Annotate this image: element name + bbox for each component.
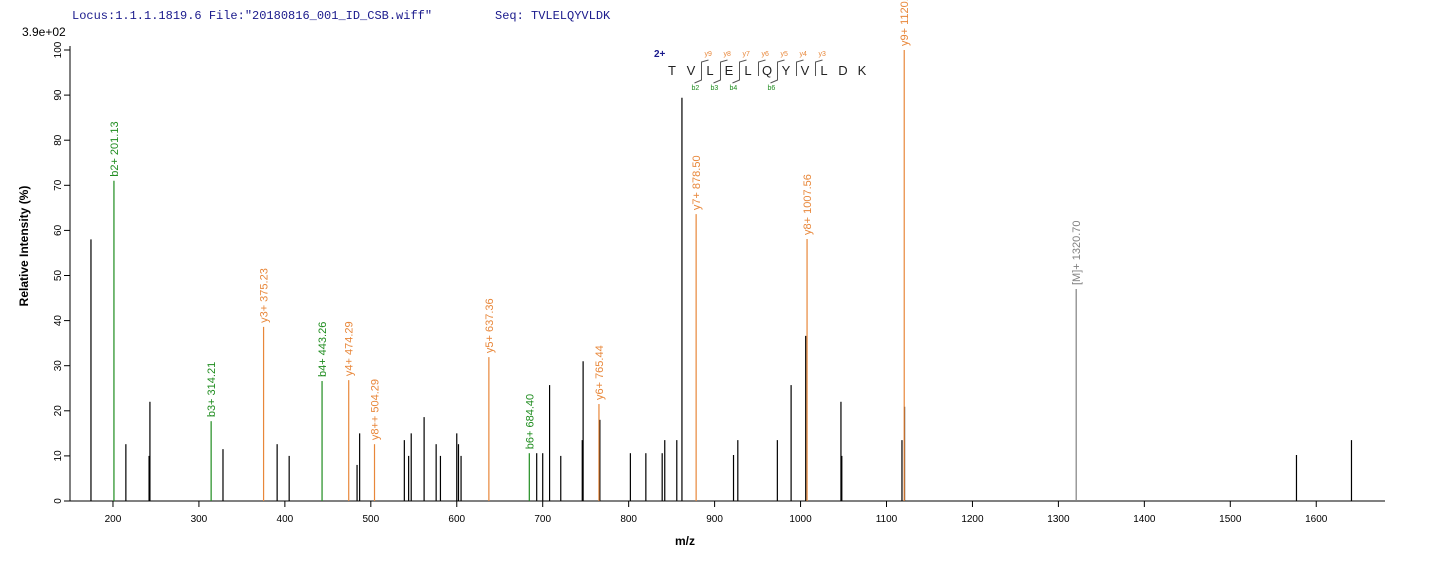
y-tick-label: 20	[53, 405, 64, 417]
y-tick-label: 90	[53, 89, 64, 101]
residue: V	[801, 63, 810, 78]
peak-label: b4+ 443.26	[317, 322, 329, 377]
y-tick-label: 30	[53, 360, 64, 372]
x-tick-label: 1600	[1305, 514, 1328, 525]
x-tick-label: 500	[362, 514, 379, 525]
peak-label: [M]+ 1320.70	[1071, 220, 1083, 285]
residue: L	[706, 63, 713, 78]
b-ion: b2	[692, 85, 700, 92]
peak-label: y4+ 474.29	[344, 321, 356, 376]
peak-label: b3+ 314.21	[206, 362, 218, 417]
x-tick-label: 900	[706, 514, 723, 525]
y-tick-label: 100	[53, 41, 64, 58]
y-ion: y3	[819, 51, 827, 58]
x-tick-label: 300	[191, 514, 208, 525]
peak-label: y8++ 504.29	[370, 379, 382, 440]
y-tick-label: 70	[53, 179, 64, 191]
x-tick-label: 1500	[1219, 514, 1242, 525]
b-ion: b6	[768, 85, 776, 92]
y-tick-label: 80	[53, 134, 64, 146]
peak-label: b2+ 201.13	[109, 121, 121, 176]
b-ion: b3	[711, 85, 719, 92]
header-seq: Seq: TVLELQYVLDK	[495, 9, 611, 23]
x-tick-label: 1100	[876, 514, 898, 525]
residue: D	[838, 63, 847, 78]
y-tick-label: 10	[53, 450, 64, 462]
x-tick-label: 600	[448, 514, 465, 525]
x-tick-label: 1200	[961, 514, 984, 525]
x-tick-label: 1300	[1047, 514, 1070, 525]
y-tick-label: 40	[53, 315, 64, 327]
y-axis-label: Relative Intensity (%)	[17, 186, 31, 307]
peak-label: y5+ 637.36	[484, 298, 496, 353]
y-tick-label: 60	[53, 224, 64, 236]
residue: Y	[782, 63, 791, 78]
y-ion-bracket	[758, 59, 766, 76]
y-ion: y6	[762, 51, 770, 58]
residue: E	[725, 63, 734, 78]
peak-label: y8+ 1007.56	[802, 174, 814, 235]
peak-label: y3+ 375.23	[259, 268, 271, 323]
y-ion: y7	[743, 51, 751, 58]
residue: V	[687, 63, 696, 78]
x-axis-label: m/z	[675, 534, 695, 548]
y-ion: y9	[705, 51, 713, 58]
y-max-label: 3.9e+02	[22, 25, 66, 39]
residue: Q	[762, 63, 772, 78]
x-tick-label: 1400	[1133, 514, 1156, 525]
x-tick-label: 700	[534, 514, 551, 525]
y-ion-bracket	[815, 59, 823, 76]
header-locus: Locus:1.1.1.1819.6 File:"20180816_001_ID…	[72, 9, 432, 23]
residue: L	[820, 63, 827, 78]
x-tick-label: 200	[105, 514, 122, 525]
b-ion-bracket	[732, 66, 740, 84]
y-ion-bracket	[796, 59, 804, 76]
x-tick-label: 400	[277, 514, 294, 525]
y-tick-label: 50	[53, 270, 64, 282]
peak-label: b6+ 684.40	[524, 394, 536, 449]
y-ion: y5	[781, 51, 789, 58]
y-ion: y8	[724, 51, 732, 58]
residue: K	[858, 63, 867, 78]
b-ion-bracket	[713, 66, 721, 84]
peak-label: y9+ 1120.62	[899, 0, 911, 46]
charge: 2+	[654, 49, 666, 60]
x-tick-label: 1000	[789, 514, 812, 525]
peak-label: y7+ 878.50	[691, 155, 703, 210]
y-ion: y4	[800, 51, 808, 58]
b-ion-bracket	[694, 66, 702, 84]
residue: L	[744, 63, 751, 78]
residue: T	[668, 63, 676, 78]
peak-label: y6+ 765.44	[594, 345, 606, 400]
y-tick-label: 0	[53, 498, 64, 504]
b-ion-bracket	[770, 66, 778, 84]
b-ion: b4	[730, 85, 738, 92]
x-tick-label: 800	[620, 514, 637, 525]
